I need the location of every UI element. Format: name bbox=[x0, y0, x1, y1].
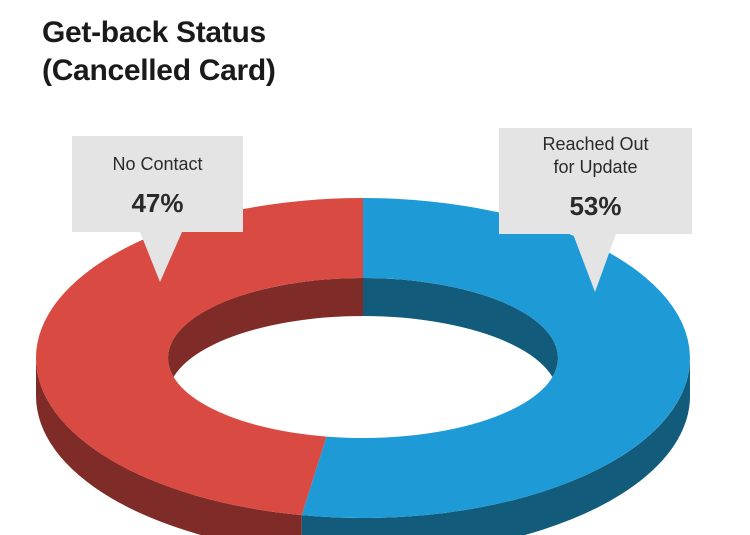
slice-value-label: 47% bbox=[131, 188, 183, 218]
slice-label: Reached Out bbox=[542, 134, 648, 154]
callout-box bbox=[72, 136, 243, 282]
slice-label: for Update bbox=[553, 157, 637, 177]
slice-side-no-contact bbox=[36, 358, 302, 535]
chart-title-line-1: Get-back Status bbox=[42, 16, 266, 49]
callout-no-contact: No Contact 47% bbox=[72, 136, 243, 282]
slice-label: No Contact bbox=[112, 154, 202, 174]
slice-inner-wall-no-contact-1 bbox=[168, 278, 363, 396]
callout-reached-out-for-update: Reached Out for Update 53% bbox=[499, 128, 692, 292]
callouts: Reached Out for Update 53% No Contact 47% bbox=[72, 128, 692, 292]
chart-title-line-2: (Cancelled Card) bbox=[42, 54, 276, 87]
slice-value-label: 53% bbox=[569, 191, 621, 221]
callout-box bbox=[499, 128, 692, 292]
slice-side-reached-out-for-update bbox=[301, 358, 690, 535]
chart-title: Get-back Status (Cancelled Card) bbox=[42, 14, 276, 90]
slice-no-contact bbox=[35, 198, 363, 516]
slice-inner-wall-reached-out-for-update-0 bbox=[363, 278, 558, 396]
donut-sides bbox=[36, 358, 690, 535]
